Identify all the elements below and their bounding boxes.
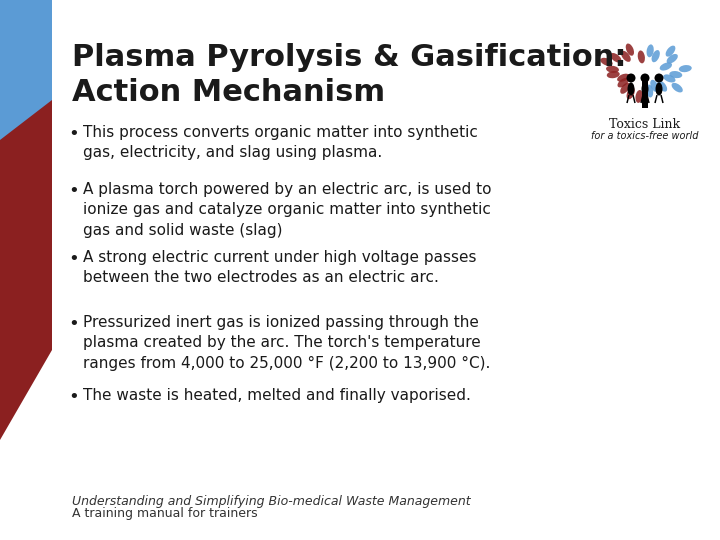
Ellipse shape: [610, 53, 621, 63]
Ellipse shape: [657, 80, 667, 92]
FancyArrow shape: [626, 95, 630, 103]
Text: Plasma Pyrolysis & Gasification:: Plasma Pyrolysis & Gasification:: [72, 43, 626, 72]
Ellipse shape: [672, 83, 683, 92]
Text: •: •: [68, 250, 78, 268]
Ellipse shape: [652, 50, 660, 62]
Ellipse shape: [663, 75, 675, 83]
Ellipse shape: [670, 71, 683, 78]
FancyArrow shape: [640, 95, 644, 103]
Ellipse shape: [667, 54, 678, 64]
Text: •: •: [68, 182, 78, 200]
Ellipse shape: [638, 50, 645, 63]
Ellipse shape: [655, 83, 662, 96]
Ellipse shape: [607, 71, 620, 78]
Text: Pressurized inert gas is ionized passing through the
plasma created by the arc. : Pressurized inert gas is ionized passing…: [83, 315, 490, 371]
FancyArrow shape: [647, 95, 649, 103]
Ellipse shape: [621, 51, 631, 62]
Ellipse shape: [606, 66, 619, 73]
Ellipse shape: [628, 83, 634, 96]
Text: This process converts organic matter into synthetic
gas, electricity, and slag u: This process converts organic matter int…: [83, 125, 478, 160]
Text: A training manual for trainers: A training manual for trainers: [72, 507, 258, 520]
Ellipse shape: [650, 80, 659, 92]
Ellipse shape: [647, 44, 654, 57]
Ellipse shape: [646, 85, 653, 97]
Ellipse shape: [617, 73, 629, 82]
Text: A plasma torch powered by an electric arc, is used to
ionize gas and catalyze or: A plasma torch powered by an electric ar…: [83, 182, 492, 238]
Ellipse shape: [600, 58, 613, 66]
Ellipse shape: [620, 83, 630, 94]
Text: Toxics Link: Toxics Link: [609, 118, 680, 131]
Ellipse shape: [665, 45, 675, 57]
Ellipse shape: [626, 87, 635, 99]
Ellipse shape: [642, 83, 649, 96]
Ellipse shape: [679, 65, 692, 72]
Text: •: •: [68, 388, 78, 406]
FancyArrow shape: [654, 95, 658, 103]
Text: A strong electric current under high voltage passes
between the two electrodes a: A strong electric current under high vol…: [83, 250, 477, 286]
Text: Understanding and Simplifying Bio-medical Waste Management: Understanding and Simplifying Bio-medica…: [72, 495, 471, 508]
Text: for a toxics-free world: for a toxics-free world: [591, 131, 698, 141]
FancyArrow shape: [632, 95, 636, 103]
Polygon shape: [0, 100, 52, 440]
Ellipse shape: [618, 78, 629, 87]
FancyArrow shape: [660, 95, 664, 103]
Circle shape: [654, 73, 664, 83]
Text: The waste is heated, melted and finally vaporised.: The waste is heated, melted and finally …: [83, 388, 471, 403]
Text: Action Mechanism: Action Mechanism: [72, 78, 385, 107]
Ellipse shape: [660, 63, 672, 71]
Bar: [642, 78, 648, 108]
Ellipse shape: [636, 90, 643, 103]
Polygon shape: [0, 0, 52, 210]
Circle shape: [626, 73, 636, 83]
Ellipse shape: [626, 44, 634, 56]
Text: •: •: [68, 315, 78, 333]
Circle shape: [641, 73, 649, 83]
Text: •: •: [68, 125, 78, 143]
